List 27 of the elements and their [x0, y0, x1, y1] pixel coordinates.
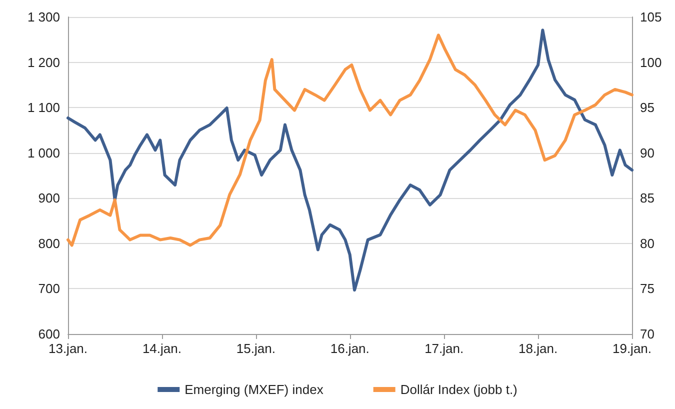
legend-label: Dollár Index (jobb t.)	[400, 382, 518, 397]
y-tick-label: 1 100	[27, 100, 60, 116]
x-tick-label: 17.jan.	[424, 341, 464, 356]
y2-tick-label: 80	[640, 236, 654, 251]
y-tick-label: 700	[38, 281, 60, 296]
y2-tick-label: 85	[640, 190, 654, 206]
x-tick-label: 16.jan.	[330, 341, 370, 356]
x-tick-label: 19.jan.	[612, 341, 652, 356]
y-tick-label: 600	[38, 326, 60, 342]
y2-tick-label: 90	[640, 145, 654, 160]
y-tick-label: 1 200	[27, 54, 60, 70]
y-tick-label: 800	[38, 236, 60, 251]
legend-label: Emerging (MXEF) index	[184, 382, 324, 397]
y-tick-label: 900	[38, 190, 60, 206]
x-tick-label: 18.jan.	[518, 341, 558, 356]
y2-tick-label: 75	[640, 281, 654, 296]
y-tick-label: 1 300	[27, 10, 60, 24]
y2-tick-label: 105	[640, 10, 662, 24]
line-series	[66, 28, 634, 292]
x-tick-label: 14.jan.	[142, 341, 182, 356]
y2-tick-label: 100	[640, 54, 662, 70]
line-series	[66, 34, 634, 247]
y-tick-label: 1 000	[27, 145, 60, 160]
x-tick-label: 13.jan.	[48, 341, 88, 356]
y2-tick-label: 70	[640, 326, 654, 342]
x-tick-label: 15.jan.	[236, 341, 276, 356]
y2-tick-label: 95	[640, 100, 654, 116]
